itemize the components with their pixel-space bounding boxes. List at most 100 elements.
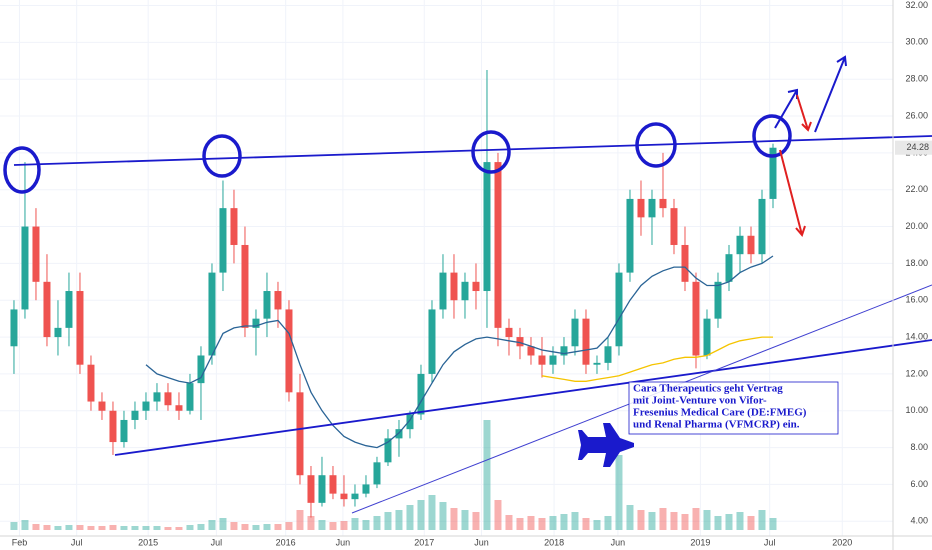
candle-body: [417, 373, 425, 415]
volume-bar: [615, 455, 623, 530]
price-label: 24.28: [906, 142, 929, 152]
candle-body: [538, 355, 546, 365]
volume-bar: [274, 524, 282, 530]
volume-bar: [626, 505, 634, 530]
candle-body: [494, 162, 502, 328]
candle-layer: [10, 69, 777, 518]
ma-layer: [145, 255, 774, 449]
candle-body: [252, 318, 260, 328]
volume-bar: [340, 521, 348, 530]
volume-bar: [725, 514, 733, 530]
candle-body: [472, 281, 480, 292]
volume-bar: [604, 516, 612, 530]
y-tick-label: 16.00: [905, 295, 928, 305]
volume-bar: [395, 510, 403, 530]
volume-bar: [10, 522, 18, 530]
candle-body: [681, 244, 689, 282]
candle-body: [76, 291, 84, 365]
candle-body: [439, 272, 447, 310]
circle-mark: [635, 122, 677, 168]
x-tick-label: 2018: [544, 537, 564, 547]
airplane-icon: [578, 423, 634, 467]
x-tick-label: Jun: [336, 537, 351, 547]
volume-bar: [450, 508, 458, 530]
annotation-line: mit Joint-Venture von Vifor-: [633, 395, 767, 407]
volume-bar: [637, 510, 645, 530]
candle-body: [604, 346, 612, 363]
volume-bar: [142, 526, 150, 530]
candle-body: [175, 405, 183, 411]
candle-body: [54, 327, 62, 338]
x-tick-label: Feb: [12, 537, 28, 547]
volume-bar: [505, 515, 513, 530]
volume-bar: [747, 516, 755, 530]
candle-body: [428, 309, 436, 374]
candle-body: [384, 438, 392, 463]
volume-bar: [714, 516, 722, 530]
volume-bar: [362, 520, 370, 530]
volume-layer: [10, 420, 777, 530]
circle-mark: [202, 134, 242, 178]
volume-bar: [175, 527, 183, 530]
y-tick-label: 10.00: [905, 405, 928, 415]
volume-bar: [659, 508, 667, 530]
volume-bar: [417, 500, 425, 530]
candle-body: [219, 208, 227, 273]
volume-bar: [560, 514, 568, 530]
y-tick-label: 20.00: [905, 221, 928, 231]
moving-average: [541, 336, 773, 382]
volume-bar: [681, 514, 689, 530]
volume-bar: [549, 516, 557, 530]
candle-body: [714, 281, 722, 319]
x-tick-label: 2015: [138, 537, 158, 547]
x-tick-label: Jul: [71, 537, 83, 547]
candle-body: [703, 318, 711, 356]
candle-body: [142, 401, 150, 411]
y-tick-label: 30.00: [905, 37, 928, 47]
candle-body: [615, 272, 623, 347]
volume-bar: [516, 518, 524, 530]
x-tick-label: Jul: [764, 537, 776, 547]
price-label-bg: [895, 140, 932, 155]
moving-average: [145, 255, 774, 449]
y-tick-label: 32.00: [905, 0, 928, 10]
y-tick-label: 4.00: [910, 516, 928, 526]
candle-body: [65, 291, 73, 328]
candle-body: [461, 281, 469, 301]
x-tick-label: Jun: [474, 537, 489, 547]
candle-body: [560, 346, 568, 356]
volume-bar: [593, 520, 601, 530]
y-tick-label: 22.00: [905, 184, 928, 194]
candle-body: [109, 410, 117, 443]
volume-bar: [373, 516, 381, 530]
annotation: Cara Therapeutics geht Vertrag mit Joint…: [633, 383, 807, 431]
candle-body: [736, 235, 744, 255]
candle-body: [769, 147, 777, 199]
grid: [0, 0, 893, 536]
candle-body: [758, 198, 766, 255]
volume-bar: [32, 524, 40, 530]
arrow: [796, 94, 812, 132]
candle-body: [395, 429, 403, 439]
annotation-line: Fresenius Medical Care (DE:FMEG): [633, 407, 807, 419]
candle-body: [263, 291, 271, 319]
candle-body: [637, 198, 645, 218]
volume-bar: [428, 495, 436, 530]
volume-bar: [54, 526, 62, 530]
volume-bar: [329, 522, 337, 530]
candle-body: [318, 475, 326, 503]
annotation-line: und Renal Pharma (VFMCRP) ein.: [633, 419, 800, 431]
y-tick-label: 26.00: [905, 110, 928, 120]
candle-body: [516, 337, 524, 347]
volume-bar: [153, 526, 161, 530]
volume-bar: [472, 512, 480, 530]
volume-bar: [406, 505, 414, 530]
volume-bar: [87, 526, 95, 530]
volume-bar: [758, 510, 766, 530]
x-tick-label: Jul: [211, 537, 223, 547]
candle-body: [351, 493, 359, 500]
candle-body: [241, 244, 249, 328]
volume-bar: [164, 527, 172, 530]
volume-bar: [670, 512, 678, 530]
x-tick-label: 2019: [690, 537, 710, 547]
